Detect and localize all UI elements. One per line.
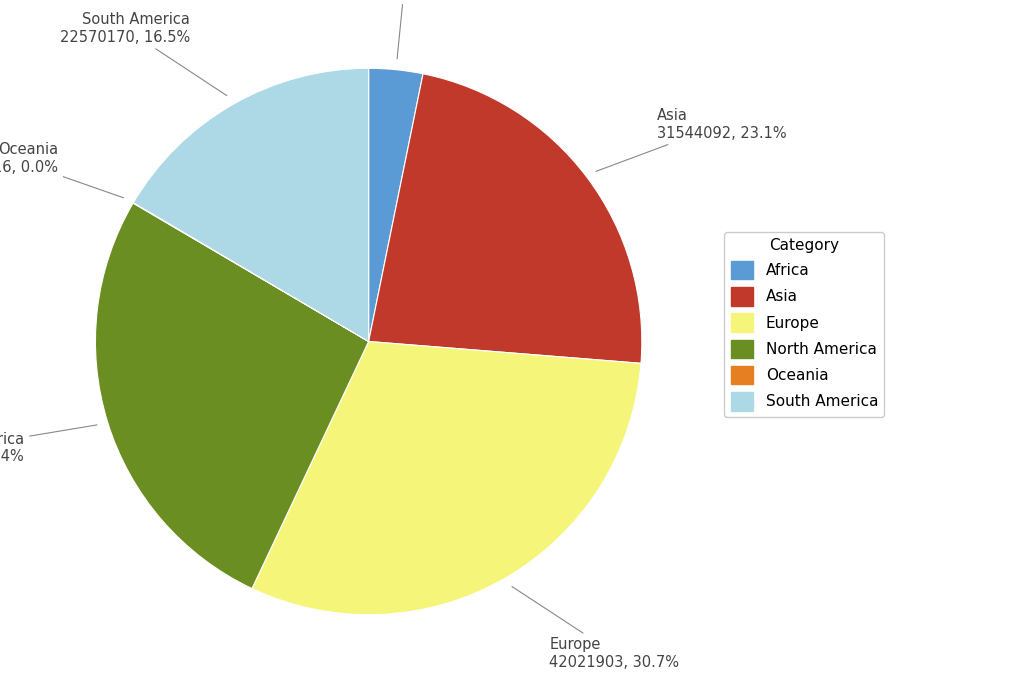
Text: Europe
42021903, 30.7%: Europe 42021903, 30.7% xyxy=(512,587,679,670)
Wedge shape xyxy=(133,203,369,342)
Text: Africa
4360387, 3.2%: Africa 4360387, 3.2% xyxy=(349,0,460,59)
Wedge shape xyxy=(369,74,642,363)
Wedge shape xyxy=(95,203,369,589)
Wedge shape xyxy=(252,342,641,615)
Wedge shape xyxy=(133,68,369,342)
Wedge shape xyxy=(369,68,423,342)
Text: South America
22570170, 16.5%: South America 22570170, 16.5% xyxy=(59,12,226,96)
Text: North America
36125264, 26.4%: North America 36125264, 26.4% xyxy=(0,425,97,464)
Text: Oceania
40716, 0.0%: Oceania 40716, 0.0% xyxy=(0,142,124,198)
Text: Asia
31544092, 23.1%: Asia 31544092, 23.1% xyxy=(596,109,786,171)
Legend: Africa, Asia, Europe, North America, Oceania, South America: Africa, Asia, Europe, North America, Oce… xyxy=(724,232,885,417)
